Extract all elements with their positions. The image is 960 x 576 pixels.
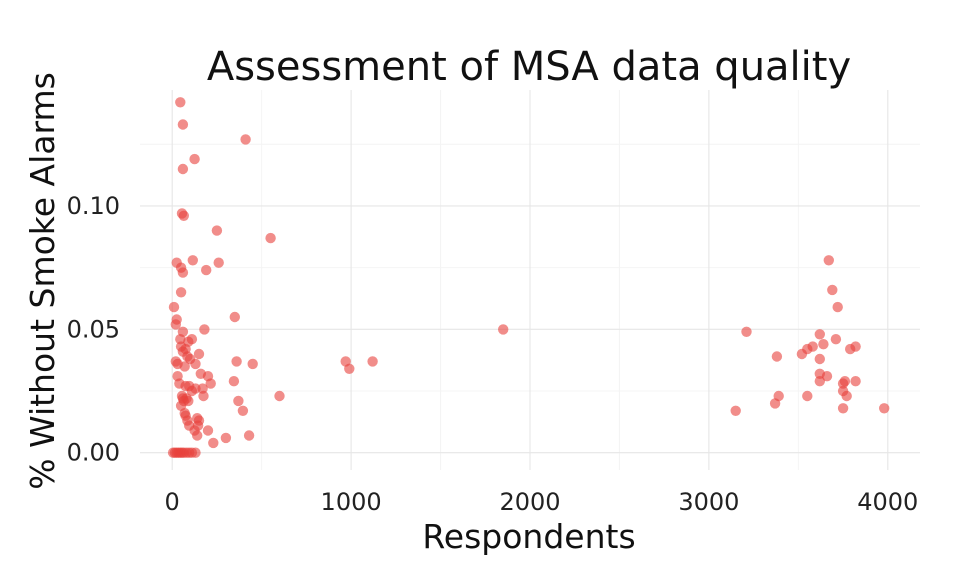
x-tick-label: 2000 [499, 488, 560, 516]
data-point [229, 311, 240, 323]
data-point [193, 348, 205, 360]
data-point [730, 405, 741, 416]
data-point [178, 210, 189, 221]
data-point [832, 301, 843, 313]
chart-title: Assessment of MSA data quality [207, 44, 851, 90]
data-point [179, 361, 190, 372]
data-point [818, 339, 829, 350]
data-point [247, 358, 258, 370]
data-point [814, 329, 825, 340]
data-point [177, 267, 189, 278]
data-point [187, 255, 198, 266]
data-point [192, 430, 203, 441]
data-point [168, 301, 180, 313]
data-point [830, 334, 842, 345]
data-points [167, 97, 890, 458]
data-point [233, 395, 244, 407]
data-point [850, 341, 861, 352]
data-point [190, 358, 201, 370]
data-point [823, 255, 834, 266]
data-point [498, 324, 509, 335]
data-point [237, 405, 249, 416]
data-point [841, 390, 852, 402]
data-point [198, 390, 209, 402]
data-point [175, 97, 186, 108]
data-point [839, 376, 851, 387]
data-point [201, 264, 212, 276]
data-point [344, 363, 355, 374]
data-point [771, 351, 783, 362]
data-point [769, 398, 781, 409]
y-tick-label: 0.00 [67, 439, 120, 467]
data-point [199, 324, 210, 335]
data-point [211, 225, 223, 236]
data-point [220, 432, 232, 444]
data-point [243, 430, 255, 441]
data-point [186, 334, 198, 345]
x-axis-label: Respondents [422, 517, 635, 556]
data-point [177, 119, 189, 130]
data-point [213, 257, 224, 268]
y-tick-label: 0.05 [67, 315, 120, 343]
data-point [802, 390, 813, 402]
data-point [814, 353, 825, 365]
y-tick-label: 0.10 [67, 192, 120, 220]
data-point [837, 403, 849, 414]
data-point [879, 403, 890, 414]
data-point [367, 356, 378, 367]
x-tick-label: 3000 [678, 488, 739, 516]
data-point [202, 425, 214, 436]
data-point [814, 376, 825, 387]
x-tick-label: 4000 [857, 488, 918, 516]
data-point [208, 437, 219, 449]
data-point [850, 376, 861, 387]
data-point [228, 376, 240, 387]
data-point [170, 319, 181, 330]
data-point [796, 348, 808, 360]
data-point [190, 447, 201, 458]
data-point [274, 390, 285, 402]
gridlines [140, 90, 920, 470]
data-point [231, 356, 242, 367]
data-point [827, 284, 838, 296]
y-axis-label: % Without Smoke Alarms [23, 72, 62, 490]
data-point [175, 287, 187, 298]
x-tick-label: 1000 [321, 488, 382, 516]
x-tick-label: 0 [165, 488, 180, 516]
data-point [177, 163, 189, 175]
data-point [240, 134, 251, 145]
data-point [265, 232, 276, 244]
data-point [741, 326, 752, 337]
data-point [205, 378, 216, 389]
axis-ticks: 0 1000 2000 3000 4000 0.00 0.05 0.10 [67, 192, 919, 516]
data-point [189, 153, 200, 165]
